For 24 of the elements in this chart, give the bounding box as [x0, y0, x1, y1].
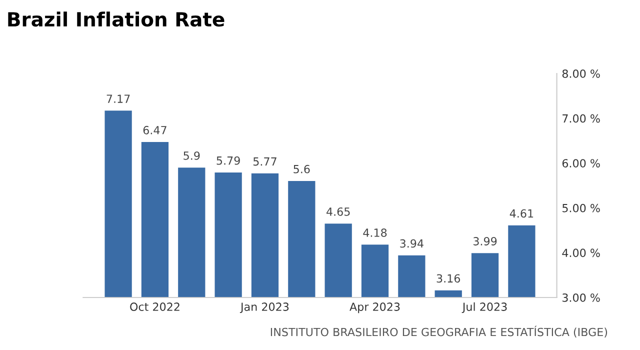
data-label: 3.16: [436, 274, 460, 283]
data-label: 5.79: [216, 156, 240, 165]
data-label: 5.77: [253, 157, 276, 166]
data-label: 6.47: [143, 126, 166, 134]
x-tick-label: Jan 2023: [240, 302, 289, 314]
x-tick-label: Jul 2023: [462, 302, 507, 314]
y-tick-label: 8.00 %: [562, 69, 600, 78]
data-label: 4.61: [510, 209, 534, 218]
y-tick-label: 3.00 %: [562, 293, 600, 302]
data-label: 4.18: [363, 228, 387, 237]
data-label: 4.65: [326, 207, 350, 216]
x-tick-label: Oct 2022: [130, 302, 180, 311]
text: INSTITUTO BRASILEIRO DE GEOGRAFIA E ESTATÍSTICA (IBGE): [270, 326, 608, 338]
y-tick-label: 5.00 %: [562, 204, 600, 212]
y-tick-label: 4.00 %: [562, 248, 600, 258]
data-label: 7.17: [106, 94, 130, 103]
chart-title: Brazil Inflation Rate: [8, 12, 224, 27]
y-tick-label: 7.00 %: [562, 114, 600, 123]
data-label: 3.99: [474, 237, 497, 246]
data-label: 3.94: [400, 239, 424, 248]
x-tick-label: Apr 2023: [350, 302, 400, 314]
data-label: 5.9: [184, 151, 200, 160]
data-label: 5.6: [294, 164, 310, 174]
y-tick-label: 6.00 %: [562, 159, 600, 168]
